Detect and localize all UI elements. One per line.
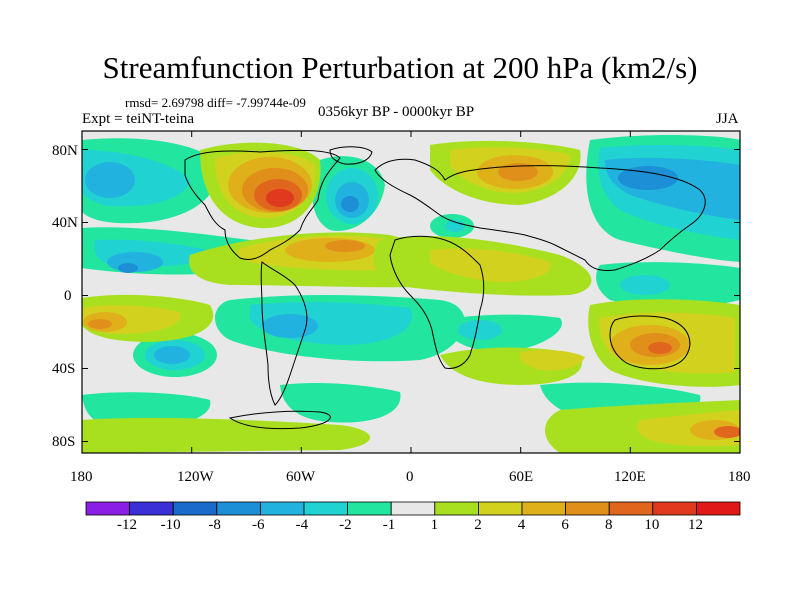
- y-tick-label: 40N: [52, 215, 78, 231]
- x-tick-label: 0: [406, 469, 414, 485]
- coastline-south-america: [260, 261, 308, 406]
- coastline-north-america: [184, 149, 341, 261]
- colorbar-swatch: [608, 501, 654, 516]
- colorbar-swatch: [347, 501, 392, 516]
- colorbar-swatch: [652, 501, 697, 516]
- rmsd-annotation: rmsd= 2.69798 diff= -7.99744e-09: [125, 95, 306, 110]
- colorbar-swatch: [129, 501, 174, 516]
- colorbar-swatch: [521, 501, 566, 516]
- coastline-eurasia: [374, 158, 706, 271]
- coastline-australia: [609, 315, 691, 370]
- season-label: JJA: [716, 111, 739, 127]
- x-tick-label: 120W: [177, 469, 214, 485]
- chart-title: Streamfunction Perturbation at 200 hPa (…: [102, 50, 698, 85]
- colorbar-swatch: [434, 501, 479, 516]
- coastlines: [184, 146, 706, 430]
- positive-anomalies: [82, 140, 740, 453]
- colorbar-swatch: [259, 501, 305, 516]
- colorbar-label: -2: [339, 517, 352, 533]
- colorbar-swatch: [85, 501, 130, 516]
- experiment-label: Expt = teiNT-teina: [82, 111, 195, 127]
- colorbar-label: -6: [252, 517, 265, 533]
- colorbar-label: -10: [160, 517, 181, 533]
- y-tick-label: 40S: [52, 361, 76, 377]
- colorbar-swatch: [477, 501, 523, 516]
- colorbar-label: -12: [117, 517, 137, 533]
- coastline-antarctica: [228, 410, 331, 430]
- y-tick-label: 0: [64, 288, 72, 304]
- axis-ticks: [81, 131, 741, 453]
- colorbar-label: 1: [430, 517, 439, 533]
- y-tick-label: 80N: [52, 143, 78, 159]
- x-tick-label: 60W: [286, 469, 316, 485]
- coastline-greenland: [329, 146, 373, 165]
- colorbar-swatch: [565, 501, 610, 516]
- colorbar-label: 10: [644, 517, 660, 533]
- colorbar-swatch: [216, 501, 261, 516]
- y-tick-label: 80S: [52, 434, 76, 450]
- colorbar-swatch: [172, 501, 218, 516]
- colorbar-label: 2: [474, 517, 482, 533]
- negative-anomalies: [82, 135, 740, 429]
- contour-field: [82, 131, 740, 453]
- colorbar-swatch: [696, 501, 741, 516]
- x-tick-label: 60E: [509, 469, 534, 485]
- colorbar-label: 12: [688, 517, 703, 533]
- colorbar-label: -4: [295, 517, 309, 533]
- colorbar: [85, 501, 741, 516]
- x-tick-label: 120E: [614, 469, 646, 485]
- x-tick-label: 180: [70, 469, 93, 485]
- colorbar-label: 6: [561, 517, 569, 533]
- colorbar-label: 4: [517, 517, 526, 533]
- colorbar-swatch: [303, 501, 348, 516]
- coastline-africa: [389, 235, 485, 369]
- x-tick-label: 180: [728, 469, 751, 485]
- colorbar-label: -8: [208, 517, 221, 533]
- colorbar-swatch: [390, 501, 436, 516]
- colorbar-label: 8: [605, 517, 613, 533]
- period-label: 0356kyr BP - 0000kyr BP: [318, 104, 475, 120]
- colorbar-label: -1: [382, 517, 396, 533]
